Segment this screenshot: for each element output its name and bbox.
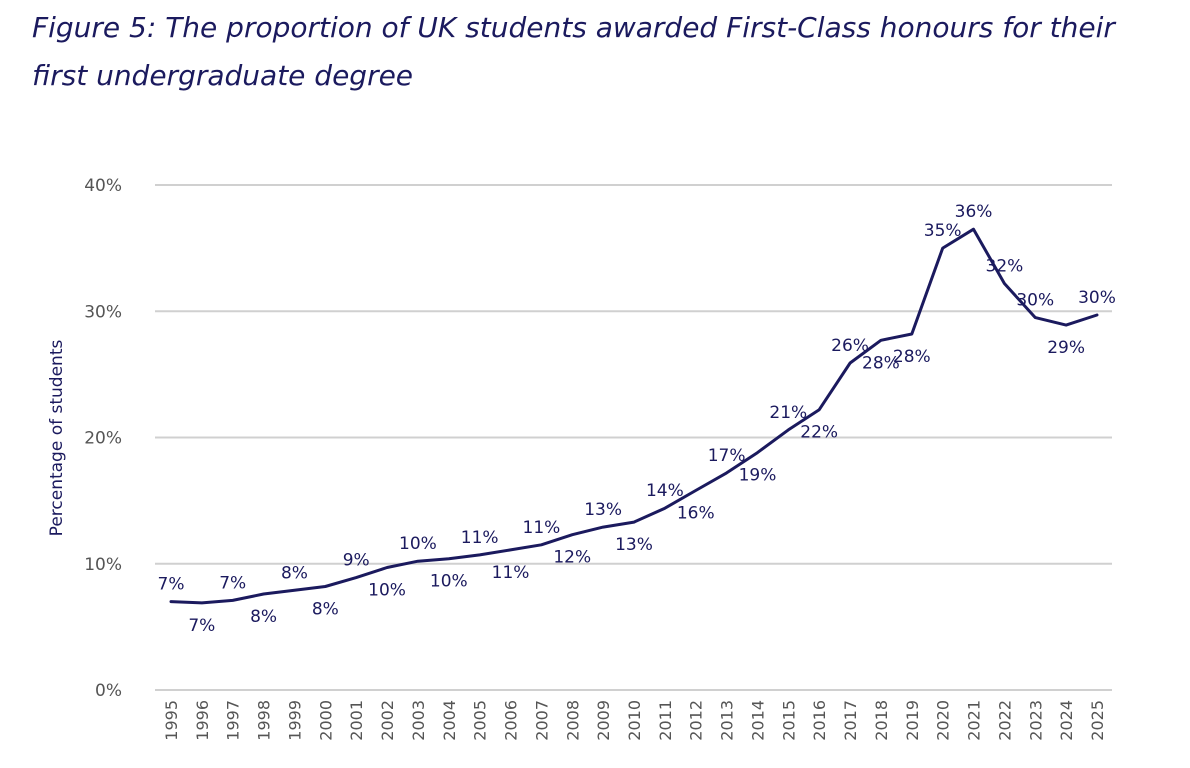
data-labels: 7%7%7%8%8%8%9%10%10%10%11%11%11%12%13%13… [158,202,1116,636]
data-label: 22% [800,423,838,443]
series-line [169,227,1099,605]
y-axis-label: Percentage of students [47,340,67,537]
x-tick-label: 1997 [224,700,243,741]
x-tick-label: 1998 [255,700,274,741]
y-tick-label: 30% [84,302,122,322]
x-tick-label: 2000 [316,700,335,741]
x-tick-label: 2021 [965,700,984,741]
data-label: 10% [368,581,406,601]
x-tick-label: 2002 [378,700,397,741]
data-label: 36% [955,202,993,222]
chart-title: Figure 5: The proportion of UK students … [32,11,1115,92]
data-label: 7% [219,573,246,593]
x-tick-label: 1999 [285,700,304,741]
data-label: 7% [158,575,185,595]
data-label: 7% [188,616,215,636]
x-axis-ticks: 1995 1996 1997 1998 1999 2000 2001 2002 2003 2004… [162,700,1107,741]
x-tick-label: 2024 [1057,700,1076,741]
x-tick-label: 2012 [687,700,706,741]
x-tick-label: 2022 [995,700,1014,741]
x-tick-label: 2006 [502,700,521,741]
data-label: 17% [708,446,746,466]
x-tick-label: 2015 [779,700,798,741]
x-tick-label: 2007 [532,700,551,741]
data-label: 11% [523,518,561,538]
x-tick-label: 2025 [1088,700,1107,741]
data-label: 12% [553,548,591,568]
y-tick-label: 40% [84,176,122,196]
data-label: 32% [986,256,1024,276]
data-label: 21% [769,403,807,423]
series-layer [169,227,1099,605]
x-tick-label: 1995 [162,700,181,741]
data-label: 8% [312,599,339,619]
y-tick-label: 20% [84,429,122,449]
x-tick-label: 2013 [718,700,737,741]
data-label: 13% [584,500,622,520]
x-tick-label: 2005 [471,700,490,741]
gridlines [155,184,1112,691]
data-label: 35% [924,221,962,241]
x-tick-label: 2003 [409,700,428,741]
x-tick-label: 1996 [193,700,212,741]
data-label: 28% [893,347,931,367]
data-label: 29% [1047,338,1085,358]
x-tick-label: 2023 [1026,700,1045,741]
x-tick-label: 2020 [934,700,953,741]
x-tick-label: 2016 [810,700,829,741]
data-label: 13% [615,535,653,555]
data-label: 28% [862,353,900,373]
x-tick-label: 2008 [563,700,582,741]
data-label: 8% [281,563,308,583]
data-label: 10% [430,572,468,592]
data-label: 16% [677,504,715,524]
data-label: 10% [399,534,437,554]
data-label: 30% [1016,291,1054,311]
x-tick-label: 2004 [440,700,459,741]
data-label: 30% [1078,288,1116,308]
data-label: 14% [646,481,684,501]
x-tick-label: 2018 [872,700,891,741]
x-tick-label: 2001 [347,700,366,741]
x-tick-label: 2009 [594,700,613,741]
x-tick-label: 2017 [841,700,860,741]
data-label: 8% [250,607,277,627]
x-tick-label: 2010 [625,700,644,741]
x-tick-label: 2019 [903,700,922,741]
data-label: 11% [461,528,499,548]
data-label: 26% [831,336,869,356]
data-label: 19% [739,466,777,486]
data-label: 9% [343,551,370,571]
y-axis-ticks: 0% 10% 20% 30% 40% [84,176,122,701]
x-tick-label: 2014 [748,700,767,741]
x-tick-label: 2011 [656,700,675,741]
data-label: 11% [492,563,530,583]
y-tick-label: 10% [84,555,122,575]
y-tick-label: 0% [95,681,122,701]
